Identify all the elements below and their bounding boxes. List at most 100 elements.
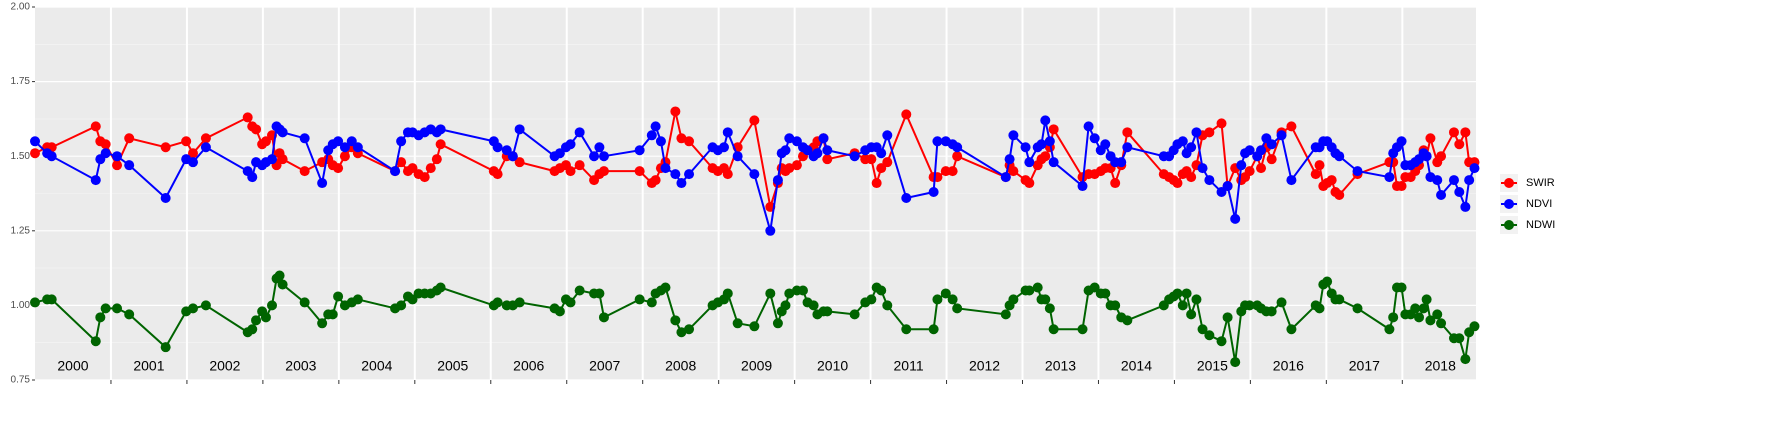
data-point [1334, 151, 1345, 162]
data-point [574, 285, 585, 296]
legend-marker [1504, 178, 1514, 188]
data-point [514, 124, 525, 135]
data-point [1216, 118, 1227, 129]
data-point [1191, 294, 1202, 305]
data-point [765, 225, 776, 236]
data-point [1352, 166, 1363, 177]
data-point [30, 297, 40, 308]
data-point [1008, 130, 1019, 141]
data-point [749, 115, 760, 126]
data-point [1396, 136, 1407, 147]
data-point [1122, 127, 1133, 138]
data-point [1460, 127, 1471, 138]
data-point [1421, 151, 1432, 162]
data-point [514, 297, 525, 308]
data-point [1032, 282, 1043, 293]
data-point [1083, 121, 1094, 132]
data-point [1418, 303, 1429, 314]
data-point [1000, 172, 1011, 183]
data-point [1172, 288, 1183, 299]
data-point [396, 136, 407, 147]
data-point [1454, 139, 1465, 150]
data-point [317, 318, 328, 329]
data-point [1044, 303, 1055, 314]
data-point [251, 315, 262, 326]
data-point [431, 154, 442, 165]
data-point [267, 154, 278, 165]
data-point [1276, 130, 1287, 141]
data-point [1122, 142, 1133, 153]
data-point [598, 151, 609, 162]
data-point [251, 124, 262, 135]
data-point [1425, 315, 1436, 326]
data-point [952, 303, 963, 314]
data-point [160, 342, 171, 353]
data-point [1181, 288, 1192, 299]
data-point [1236, 160, 1247, 171]
data-point [1464, 175, 1475, 186]
data-point [327, 309, 338, 320]
data-point [1077, 324, 1088, 335]
data-point [112, 160, 123, 171]
data-point [1266, 154, 1277, 165]
data-point [797, 285, 808, 296]
data-point [247, 324, 258, 335]
data-point [732, 318, 743, 329]
data-point [1256, 163, 1267, 174]
data-point [772, 318, 783, 329]
data-point [188, 148, 199, 159]
data-point [822, 154, 833, 165]
data-point [1469, 163, 1480, 174]
data-point [574, 160, 585, 171]
year-label: 2001 [133, 358, 164, 374]
data-point [749, 169, 760, 180]
data-point [646, 130, 657, 141]
data-point [200, 142, 211, 153]
data-point [1460, 354, 1471, 365]
data-point [339, 151, 350, 162]
data-point [818, 133, 829, 144]
data-point [1040, 151, 1051, 162]
data-point [589, 151, 600, 162]
data-point [274, 270, 285, 281]
data-point [594, 142, 605, 153]
data-point [670, 169, 681, 180]
data-point [882, 130, 893, 141]
data-point [492, 169, 503, 180]
data-point [1454, 333, 1465, 344]
data-point [124, 133, 135, 144]
data-point [112, 151, 123, 162]
data-point [1414, 312, 1425, 323]
data-point [1454, 187, 1465, 198]
data-point [1286, 324, 1297, 335]
data-point [333, 163, 344, 174]
data-point [574, 127, 585, 138]
data-point [30, 136, 40, 147]
data-point [1040, 115, 1051, 126]
data-point [90, 336, 101, 347]
data-point [791, 160, 802, 171]
legend-marker [1504, 199, 1514, 209]
data-point [722, 127, 733, 138]
data-point [1469, 321, 1480, 332]
data-point [1024, 178, 1035, 189]
year-label: 2018 [1425, 358, 1456, 374]
data-point [352, 294, 363, 305]
y-tick-label: 1.50 [11, 151, 31, 162]
data-point [299, 297, 310, 308]
year-label: 2003 [285, 358, 316, 374]
data-point [684, 324, 695, 335]
data-point [784, 288, 795, 299]
data-point [277, 154, 288, 165]
data-point [565, 297, 576, 308]
data-point [866, 294, 877, 305]
data-point [1396, 282, 1407, 293]
data-point [46, 294, 57, 305]
data-point [876, 148, 887, 159]
data-point [100, 303, 111, 314]
data-point [1432, 175, 1443, 186]
data-point [598, 312, 609, 323]
data-point [565, 139, 576, 150]
data-point [928, 324, 939, 335]
